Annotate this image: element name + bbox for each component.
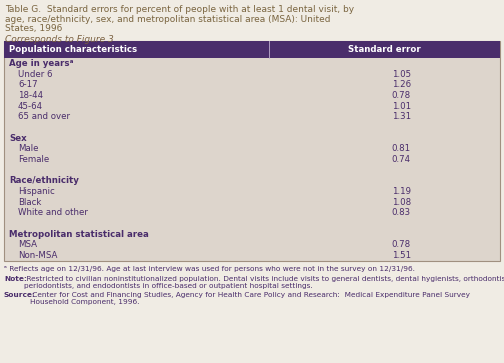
Text: 1.08: 1.08 bbox=[392, 198, 411, 207]
Text: MSA: MSA bbox=[18, 240, 37, 249]
Text: 18-44: 18-44 bbox=[18, 91, 43, 100]
Text: Corresponds to Figure 3: Corresponds to Figure 3 bbox=[5, 36, 114, 45]
Text: Population characteristics: Population characteristics bbox=[9, 45, 137, 54]
Text: ᵃ Reflects age on 12/31/96. Age at last interview was used for persons who were : ᵃ Reflects age on 12/31/96. Age at last … bbox=[4, 266, 415, 272]
Text: 1.05: 1.05 bbox=[392, 70, 411, 78]
Text: 1.31: 1.31 bbox=[392, 112, 411, 121]
Text: 0.78: 0.78 bbox=[392, 240, 411, 249]
Text: Age in yearsᵃ: Age in yearsᵃ bbox=[9, 59, 74, 68]
Text: Source:: Source: bbox=[4, 292, 36, 298]
Text: White and other: White and other bbox=[18, 208, 88, 217]
Text: 1.26: 1.26 bbox=[392, 80, 411, 89]
Text: Under 6: Under 6 bbox=[18, 70, 52, 78]
Text: 0.83: 0.83 bbox=[392, 208, 411, 217]
Text: 0.81: 0.81 bbox=[392, 144, 411, 153]
Text: Sex: Sex bbox=[9, 134, 27, 143]
Text: Male: Male bbox=[18, 144, 38, 153]
Text: Table G.  Standard errors for percent of people with at least 1 dental visit, by: Table G. Standard errors for percent of … bbox=[5, 5, 354, 14]
Text: 1.19: 1.19 bbox=[392, 187, 411, 196]
Text: Race/ethnicity: Race/ethnicity bbox=[9, 176, 79, 185]
Text: Hispanic: Hispanic bbox=[18, 187, 55, 196]
Text: Restricted to civilian noninstitutionalized population. Dental visits include vi: Restricted to civilian noninstitutionali… bbox=[24, 276, 504, 289]
Bar bbox=[4, 41, 500, 261]
Text: 6-17: 6-17 bbox=[18, 80, 38, 89]
Text: 1.01: 1.01 bbox=[392, 102, 411, 111]
Text: Non-MSA: Non-MSA bbox=[18, 251, 57, 260]
Text: 0.74: 0.74 bbox=[392, 155, 411, 164]
Text: 1.51: 1.51 bbox=[392, 251, 411, 260]
Text: 65 and over: 65 and over bbox=[18, 112, 70, 121]
Text: Standard error: Standard error bbox=[348, 45, 421, 54]
Text: age, race/ethnicity, sex, and metropolitan statistical area (MSA): United: age, race/ethnicity, sex, and metropolit… bbox=[5, 15, 331, 24]
Text: 0.78: 0.78 bbox=[392, 91, 411, 100]
Text: 45-64: 45-64 bbox=[18, 102, 43, 111]
Text: Female: Female bbox=[18, 155, 49, 164]
Text: Black: Black bbox=[18, 198, 41, 207]
Bar bbox=[4, 41, 500, 58]
Text: States, 1996: States, 1996 bbox=[5, 24, 62, 33]
Text: Note:: Note: bbox=[4, 276, 27, 282]
Text: Center for Cost and Financing Studies, Agency for Health Care Policy and Researc: Center for Cost and Financing Studies, A… bbox=[30, 292, 470, 305]
Text: Metropolitan statistical area: Metropolitan statistical area bbox=[9, 230, 149, 239]
